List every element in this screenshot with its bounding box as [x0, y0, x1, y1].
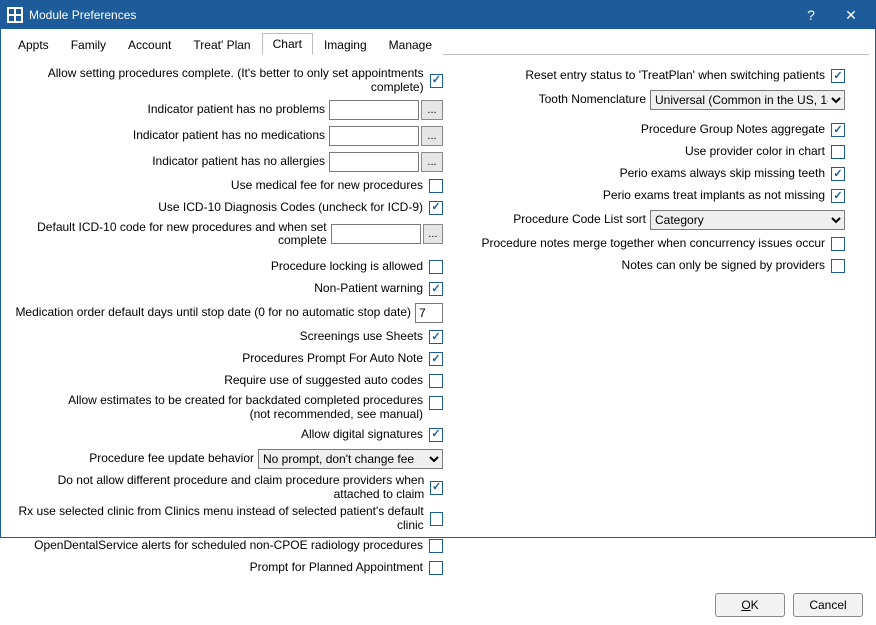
chk-allow-set-complete[interactable] [430, 74, 443, 88]
label-digital-sign: Allow digital signatures [301, 428, 427, 442]
label-no-meds: Indicator patient has no medications [133, 129, 329, 143]
chk-perio-implants[interactable] [831, 189, 845, 203]
select-tooth-nom[interactable]: Universal (Common in the US, 1-32) [650, 90, 845, 110]
tab-appts[interactable]: Appts [7, 34, 60, 55]
tab-account[interactable]: Account [117, 34, 182, 55]
module-preferences-window: Module Preferences ? ✕ Appts Family Acco… [0, 0, 876, 538]
label-reset-entry: Reset entry status to 'TreatPlan' when s… [525, 69, 829, 83]
chk-different-providers[interactable] [430, 481, 443, 495]
browse-no-problems[interactable]: ... [421, 100, 443, 120]
browse-no-allergies[interactable]: ... [421, 152, 443, 172]
input-no-meds[interactable] [329, 126, 419, 146]
close-button[interactable]: ✕ [831, 1, 871, 29]
label-default-icd10: Default ICD-10 code for new procedures a… [13, 221, 331, 249]
chk-require-auto-codes[interactable] [429, 374, 443, 388]
label-med-order-days: Medication order default days until stop… [15, 306, 415, 320]
label-notes-merge: Procedure notes merge together when conc… [481, 237, 829, 251]
chk-prompt-auto-note[interactable] [429, 352, 443, 366]
tabstrip: Appts Family Account Treat' Plan Chart I… [7, 33, 869, 55]
chk-group-notes-agg[interactable] [831, 123, 845, 137]
label-no-allergies: Indicator patient has no allergies [152, 155, 329, 169]
label-ods-alerts: OpenDentalService alerts for scheduled n… [34, 539, 427, 553]
label-code-list-sort: Procedure Code List sort [513, 213, 650, 227]
cancel-button[interactable]: Cancel [793, 593, 863, 617]
ok-button[interactable]: OK [715, 593, 785, 617]
label-group-notes-agg: Procedure Group Notes aggregate [641, 123, 829, 137]
select-fee-update[interactable]: No prompt, don't change fee [258, 449, 443, 469]
label-different-providers: Do not allow different procedure and cla… [13, 474, 428, 502]
label-allow-set-complete: Allow setting procedures complete. (It's… [13, 67, 428, 95]
chk-backdated-estimates[interactable] [429, 396, 443, 410]
tab-imaging[interactable]: Imaging [313, 34, 378, 55]
app-icon [7, 7, 23, 23]
chk-notes-merge[interactable] [831, 237, 845, 251]
input-default-icd10[interactable] [331, 224, 421, 244]
chk-provider-color[interactable] [831, 145, 845, 159]
label-screenings-sheets: Screenings use Sheets [300, 330, 427, 344]
label-proc-locking: Procedure locking is allowed [271, 260, 427, 274]
label-backdated-estimates: Allow estimates to be created for backda… [68, 394, 427, 422]
select-code-list-sort[interactable]: Category [650, 210, 845, 230]
label-perio-skip: Perio exams always skip missing teeth [620, 167, 829, 181]
chk-ods-alerts[interactable] [429, 539, 443, 553]
label-no-problems: Indicator patient has no problems [148, 103, 329, 117]
chk-non-patient-warning[interactable] [429, 282, 443, 296]
label-non-patient-warning: Non-Patient warning [314, 282, 427, 296]
tab-manage[interactable]: Manage [378, 34, 443, 55]
chk-icd10[interactable] [429, 201, 443, 215]
right-column: Reset entry status to 'TreatPlan' when s… [463, 67, 845, 581]
left-column: Allow setting procedures complete. (It's… [13, 67, 443, 581]
chk-prompt-planned-appt[interactable] [429, 561, 443, 575]
input-no-problems[interactable] [329, 100, 419, 120]
input-med-order-days[interactable] [415, 303, 443, 323]
tab-chart[interactable]: Chart [262, 33, 313, 55]
chk-notes-providers[interactable] [831, 259, 845, 273]
body: Appts Family Account Treat' Plan Chart I… [1, 29, 875, 625]
browse-no-meds[interactable]: ... [421, 126, 443, 146]
label-fee-update: Procedure fee update behavior [89, 452, 258, 466]
label-icd10: Use ICD-10 Diagnosis Codes (uncheck for … [158, 201, 427, 215]
chk-rx-selected-clinic[interactable] [430, 512, 443, 526]
chart-panel: Allow setting procedures complete. (It's… [7, 55, 869, 587]
window-title: Module Preferences [29, 8, 791, 22]
input-no-allergies[interactable] [329, 152, 419, 172]
label-prompt-planned-appt: Prompt for Planned Appointment [250, 561, 427, 575]
label-perio-implants: Perio exams treat implants as not missin… [603, 189, 829, 203]
browse-default-icd10[interactable]: ... [423, 224, 443, 244]
chk-perio-skip[interactable] [831, 167, 845, 181]
chk-digital-sign[interactable] [429, 428, 443, 442]
label-rx-selected-clinic: Rx use selected clinic from Clinics menu… [13, 505, 428, 533]
dialog-footer: OK Cancel [7, 587, 869, 619]
chk-medical-fee[interactable] [429, 179, 443, 193]
label-tooth-nom: Tooth Nomenclature [539, 93, 650, 107]
label-provider-color: Use provider color in chart [685, 145, 829, 159]
titlebar: Module Preferences ? ✕ [1, 1, 875, 29]
label-require-auto-codes: Require use of suggested auto codes [224, 374, 427, 388]
label-notes-providers: Notes can only be signed by providers [622, 259, 829, 273]
label-prompt-auto-note: Procedures Prompt For Auto Note [242, 352, 427, 366]
label-medical-fee: Use medical fee for new procedures [231, 179, 427, 193]
help-button[interactable]: ? [791, 1, 831, 29]
tab-family[interactable]: Family [60, 34, 117, 55]
chk-screenings-sheets[interactable] [429, 330, 443, 344]
chk-reset-entry[interactable] [831, 69, 845, 83]
chk-proc-locking[interactable] [429, 260, 443, 274]
tab-treatplan[interactable]: Treat' Plan [182, 34, 261, 55]
